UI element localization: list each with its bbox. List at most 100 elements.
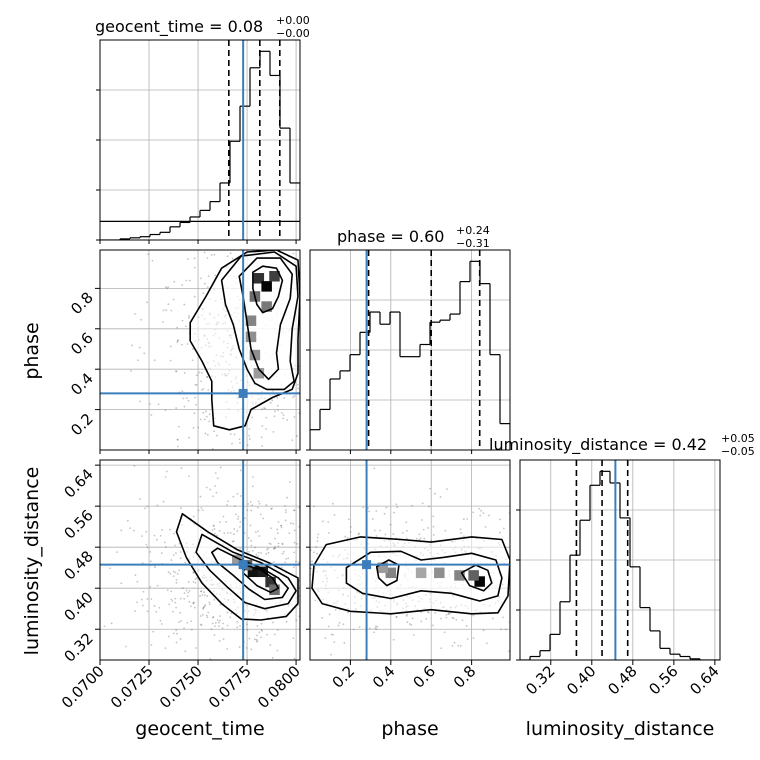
scatter-phase-vs-geocent-time-content	[100, 250, 300, 450]
scatter-luminosity-distance-vs-geocent-time-point-109	[250, 648, 253, 651]
scatter-luminosity-distance-vs-phase-point-523	[434, 492, 436, 495]
scatter-luminosity-distance-vs-phase-point-149	[434, 611, 437, 614]
scatter-phase-vs-geocent-time-point-525	[185, 397, 188, 399]
scatter-luminosity-distance-vs-phase-point-380	[401, 531, 404, 534]
scatter-luminosity-distance-vs-phase-point-376	[314, 599, 317, 602]
title-geocent-time: geocent_time = 0.08	[95, 17, 263, 37]
scatter-phase-vs-geocent-time-point-619	[293, 415, 296, 418]
scatter-luminosity-distance-vs-geocent-time-point-426	[140, 598, 143, 601]
scatter-luminosity-distance-vs-geocent-time-point-72	[156, 504, 159, 507]
scatter-phase-vs-geocent-time-point-185	[191, 348, 194, 350]
scatter-luminosity-distance-vs-geocent-time-point-386	[285, 511, 287, 514]
scatter-luminosity-distance-vs-phase-point-455	[330, 653, 332, 656]
scatter-phase-vs-geocent-time-point-166	[194, 403, 197, 406]
scatter-luminosity-distance-vs-geocent-time-point-156	[141, 562, 144, 565]
scatter-luminosity-distance-vs-geocent-time-point-190	[205, 614, 208, 617]
scatter-phase-vs-geocent-time-point-226	[186, 343, 189, 345]
scatter-luminosity-distance-vs-phase-point-7	[347, 518, 350, 521]
scatter-luminosity-distance-vs-phase-point-87	[367, 507, 369, 509]
scatter-luminosity-distance-vs-geocent-time-point-46	[158, 606, 161, 609]
scatter-luminosity-distance-vs-geocent-time-point-584	[162, 500, 165, 503]
scatter-luminosity-distance-vs-phase-point-378	[472, 511, 475, 514]
scatter-luminosity-distance-vs-phase-point-506	[463, 535, 465, 538]
scatter-luminosity-distance-vs-geocent-time-point-186	[174, 597, 177, 600]
scatter-luminosity-distance-vs-phase-point-498	[428, 505, 430, 508]
scatter-luminosity-distance-vs-geocent-time-point-604	[280, 526, 283, 529]
scatter-luminosity-distance-vs-geocent-time-point-340	[274, 547, 277, 550]
scatter-luminosity-distance-vs-geocent-time-point-346	[257, 500, 260, 503]
scatter-phase-vs-geocent-time-point-151	[204, 432, 207, 435]
scatter-luminosity-distance-vs-geocent-time-point-98	[270, 527, 272, 530]
scatter-luminosity-distance-vs-geocent-time-point-128	[200, 590, 203, 592]
scatter-luminosity-distance-vs-geocent-time-point-324	[233, 504, 236, 507]
scatter-phase-vs-geocent-time-point-395	[286, 418, 289, 421]
scatter-luminosity-distance-vs-phase-point-280	[491, 617, 494, 620]
scatter-phase-vs-geocent-time-contour-0	[252, 265, 284, 314]
scatter-luminosity-distance-vs-geocent-time-point-351	[286, 496, 289, 499]
scatter-luminosity-distance-vs-phase-point-469	[502, 616, 504, 619]
scatter-phase-vs-geocent-time-point-330	[143, 352, 146, 355]
scatter-luminosity-distance-vs-phase-point-129	[453, 641, 456, 644]
scatter-phase-vs-geocent-time-density-pixel-8	[253, 367, 265, 379]
scatter-luminosity-distance-vs-geocent-time-point-45	[250, 539, 252, 542]
scatter-phase-vs-geocent-time-point-539	[208, 420, 211, 423]
scatter-luminosity-distance-vs-geocent-time-point-130	[239, 547, 242, 550]
scatter-luminosity-distance-vs-geocent-time-point-403	[150, 598, 153, 600]
scatter-luminosity-distance-vs-geocent-time-point-453	[196, 576, 198, 579]
scatter-phase-vs-geocent-time-density-pixel-0	[253, 273, 265, 284]
hist-frame-phase	[309, 249, 511, 451]
scatter-luminosity-distance-vs-geocent-time-point-106	[233, 528, 236, 530]
scatter-luminosity-distance-vs-geocent-time-point-82	[199, 595, 201, 597]
scatter-phase-vs-geocent-time-point-191	[157, 403, 160, 406]
scatter-luminosity-distance-vs-geocent-time-density-pixel-5	[232, 554, 243, 566]
scatter-luminosity-distance-vs-geocent-time-point-418	[159, 619, 162, 622]
scatter-luminosity-distance-vs-geocent-time-point-580	[247, 537, 250, 539]
scatter-luminosity-distance-vs-geocent-time-point-26	[285, 557, 288, 560]
scatter-luminosity-distance-vs-phase-point-645	[478, 507, 480, 510]
scatter-phase-vs-geocent-time-point-467	[269, 401, 272, 404]
scatter-luminosity-distance-vs-geocent-time-point-608	[218, 639, 221, 642]
scatter-luminosity-distance-vs-geocent-time-point-48	[257, 530, 259, 533]
scatter-luminosity-distance-vs-phase-contour-3	[311, 536, 510, 615]
scatter-luminosity-distance-vs-geocent-time-point-30	[268, 542, 271, 545]
scatter-luminosity-distance-vs-geocent-time-point-462	[209, 488, 212, 491]
scatter-phase-vs-geocent-time-point-101	[276, 397, 279, 399]
scatter-luminosity-distance-vs-geocent-time-point-59	[243, 517, 246, 520]
scatter-luminosity-distance-vs-geocent-time-point-157	[253, 638, 256, 641]
scatter-luminosity-distance-vs-geocent-time-point-550	[153, 534, 156, 537]
scatter-luminosity-distance-vs-geocent-time-point-50	[222, 515, 225, 518]
scatter-luminosity-distance-vs-phase-density-pixel-0	[474, 576, 485, 587]
scatter-luminosity-distance-vs-geocent-time-point-232	[289, 481, 291, 484]
scatter-luminosity-distance-vs-geocent-time-point-505	[296, 543, 298, 545]
scatter-luminosity-distance-vs-phase-point-145	[459, 528, 462, 531]
scatter-phase-vs-geocent-time-point-128	[207, 275, 210, 278]
scatter-luminosity-distance-vs-geocent-time-point-71	[273, 633, 276, 636]
scatter-luminosity-distance-vs-geocent-time-point-360	[212, 616, 215, 618]
scatter-luminosity-distance-vs-geocent-time-point-354	[187, 591, 190, 594]
scatter-phase-vs-geocent-time-point-66	[188, 436, 191, 439]
scatter-luminosity-distance-vs-geocent-time-point-75	[270, 508, 272, 510]
scatter-luminosity-distance-vs-geocent-time-point-292	[280, 566, 283, 569]
scatter-luminosity-distance-vs-geocent-time-point-274	[200, 615, 202, 617]
scatter-phase-vs-geocent-time-point-291	[296, 435, 298, 437]
scatter-luminosity-distance-vs-geocent-time-point-312	[192, 515, 195, 518]
scatter-luminosity-distance-vs-phase-point-272	[445, 616, 448, 619]
scatter-phase-vs-geocent-time-point-74	[195, 383, 198, 386]
scatter-luminosity-distance-vs-geocent-time-point-593	[281, 543, 284, 546]
scatter-luminosity-distance-vs-geocent-time-point-61	[230, 612, 233, 615]
scatter-luminosity-distance-vs-geocent-time-point-173	[232, 540, 235, 543]
scatter-phase-vs-geocent-time-point-622	[292, 396, 294, 399]
scatter-luminosity-distance-vs-geocent-time-point-573	[202, 607, 204, 610]
scatter-luminosity-distance-vs-geocent-time-point-289	[249, 524, 252, 527]
scatter-luminosity-distance-vs-phase-density-pixel-5	[377, 562, 388, 573]
scatter-luminosity-distance-vs-geocent-time-point-91	[273, 547, 276, 550]
scatter-luminosity-distance-vs-geocent-time-point-62	[110, 622, 113, 625]
scatter-luminosity-distance-vs-geocent-time-point-345	[222, 638, 225, 641]
scatter-luminosity-distance-vs-geocent-time-point-271	[168, 635, 170, 638]
scatter-luminosity-distance-vs-geocent-time-point-119	[174, 544, 176, 547]
scatter-luminosity-distance-vs-geocent-time-point-342	[284, 505, 287, 507]
scatter-luminosity-distance-vs-phase-point-188	[328, 613, 331, 616]
scatter-luminosity-distance-vs-phase-point-141	[431, 624, 434, 627]
scatter-phase-vs-geocent-time-point-480	[265, 416, 268, 419]
scatter-luminosity-distance-vs-phase-point-47	[482, 512, 485, 515]
